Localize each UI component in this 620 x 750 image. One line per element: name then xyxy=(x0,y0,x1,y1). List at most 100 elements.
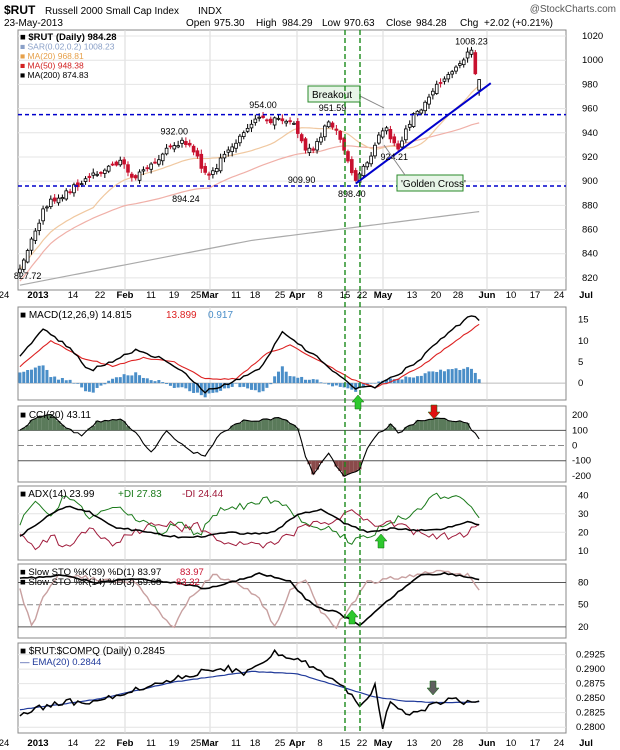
macd-histogram-bar xyxy=(315,379,319,384)
candle-body xyxy=(438,82,443,84)
candle-body xyxy=(45,206,49,209)
x-tick-label: 18 xyxy=(250,738,261,749)
candle-body xyxy=(261,115,265,118)
macd-line xyxy=(19,315,480,394)
candle-body xyxy=(323,125,327,138)
macd-y-tick: 5 xyxy=(578,357,583,368)
cci-overbought-fill xyxy=(272,417,277,431)
price-annotation: 898.40 xyxy=(338,189,366,199)
macd-histogram-bar xyxy=(477,379,481,384)
macd-histogram-bar xyxy=(265,383,269,388)
x-tick-label: 17 xyxy=(530,290,541,301)
x-tick-label: 28 xyxy=(453,290,464,301)
candle-body xyxy=(326,121,331,128)
candle-body xyxy=(52,197,57,202)
high-label: High xyxy=(256,18,277,29)
candle-body xyxy=(419,109,424,114)
panel-frame xyxy=(17,642,567,734)
cci-overbought-fill xyxy=(442,418,447,431)
price-y-tick: 900 xyxy=(582,176,598,187)
candle-body xyxy=(458,63,462,66)
high-value: 984.29 xyxy=(282,18,313,29)
cci-overbought-fill xyxy=(234,423,238,431)
cci-overbought-fill xyxy=(411,424,416,431)
cci-overbought-fill xyxy=(419,420,424,431)
ratio-y-tick: 0.2900 xyxy=(576,664,605,675)
macd-histogram-bar xyxy=(122,374,126,384)
candle-body xyxy=(415,110,420,115)
macd-y-tick: 10 xyxy=(578,336,589,347)
macd-histogram-bar xyxy=(446,369,450,384)
ratio-y-tick: 0.2800 xyxy=(576,722,605,733)
candle-body xyxy=(126,164,130,173)
macd-histogram-bar xyxy=(276,371,280,384)
macd-histogram-bar xyxy=(222,383,226,389)
breakout-callout-pointer xyxy=(359,95,385,109)
price-y-tick: 880 xyxy=(582,200,598,211)
price-y-tick: 960 xyxy=(582,104,598,115)
cci-oversold-fill xyxy=(338,460,343,471)
macd-histogram-bar xyxy=(342,383,346,388)
candle-body xyxy=(319,136,323,143)
price-annotation: 951.59 xyxy=(319,103,347,113)
cci-overbought-fill xyxy=(253,421,258,431)
cci-y-tick: -100 xyxy=(572,456,591,467)
x-tick-label: 24 xyxy=(554,738,565,749)
x-tick-label: Jun xyxy=(479,738,496,749)
x-tick-label: May xyxy=(374,290,393,301)
x-tick-label: Apr xyxy=(289,738,306,749)
x-tick-label: 24 xyxy=(0,290,9,301)
candle-body xyxy=(241,132,246,137)
cci-overbought-fill xyxy=(430,419,435,431)
arrow-up-icon xyxy=(345,609,359,625)
macd-histogram-bar xyxy=(361,383,365,387)
cci-oversold-fill xyxy=(334,460,339,467)
candle-body xyxy=(450,71,454,75)
candle-body xyxy=(292,122,296,125)
macd-histogram-bar xyxy=(107,380,111,384)
candle-body xyxy=(91,172,96,176)
chart-symbol: $RUT xyxy=(4,3,36,17)
macd-histogram-bar xyxy=(138,375,142,384)
x-tick-label: Mar xyxy=(202,290,219,301)
candle-body xyxy=(49,198,53,208)
ma50-line xyxy=(19,122,480,282)
price-annotation: 954.00 xyxy=(249,100,277,110)
candle-body xyxy=(276,117,281,120)
x-tick-label: 19 xyxy=(169,290,180,301)
minus-di-line xyxy=(19,509,480,551)
x-tick-label: Mar xyxy=(202,738,219,749)
arrow-up-icon xyxy=(374,533,388,549)
cci-overbought-fill xyxy=(280,419,285,431)
candle-body xyxy=(157,159,161,165)
cci-overbought-fill xyxy=(230,425,235,431)
open-value: 975.30 xyxy=(214,18,245,29)
macd-histogram-bar xyxy=(41,365,45,384)
macd-histogram-bar xyxy=(118,377,122,384)
cci-overbought-fill xyxy=(48,414,53,431)
candle-body xyxy=(103,169,107,174)
candle-body xyxy=(214,168,219,173)
macd-histogram-bar xyxy=(419,375,423,384)
macd-histogram-bar xyxy=(292,376,296,384)
macd-histogram-bar xyxy=(273,376,277,384)
macd-histogram-bar xyxy=(49,377,53,384)
cci-overbought-fill xyxy=(102,420,107,431)
cci-y-tick: 100 xyxy=(572,425,588,436)
candle-body xyxy=(350,159,354,174)
macd-y-tick: 15 xyxy=(578,315,589,326)
macd-histogram-bar xyxy=(354,383,358,392)
candle-body xyxy=(330,122,335,128)
x-tick-label: 14 xyxy=(68,738,79,749)
cci-overbought-fill xyxy=(91,425,96,431)
cci-overbought-fill xyxy=(276,417,281,431)
candle-body xyxy=(56,197,61,204)
candle-body xyxy=(64,190,69,200)
candle-body xyxy=(130,173,134,178)
price-legend-entry: ■ MA(50) 948.38 xyxy=(20,61,84,71)
x-tick-label: 11 xyxy=(146,738,156,749)
candle-body xyxy=(423,101,427,112)
ratio-y-tick: 0.2925 xyxy=(576,650,605,661)
ratio-y-tick: 0.2850 xyxy=(576,693,605,704)
cci-overbought-fill xyxy=(450,421,455,431)
